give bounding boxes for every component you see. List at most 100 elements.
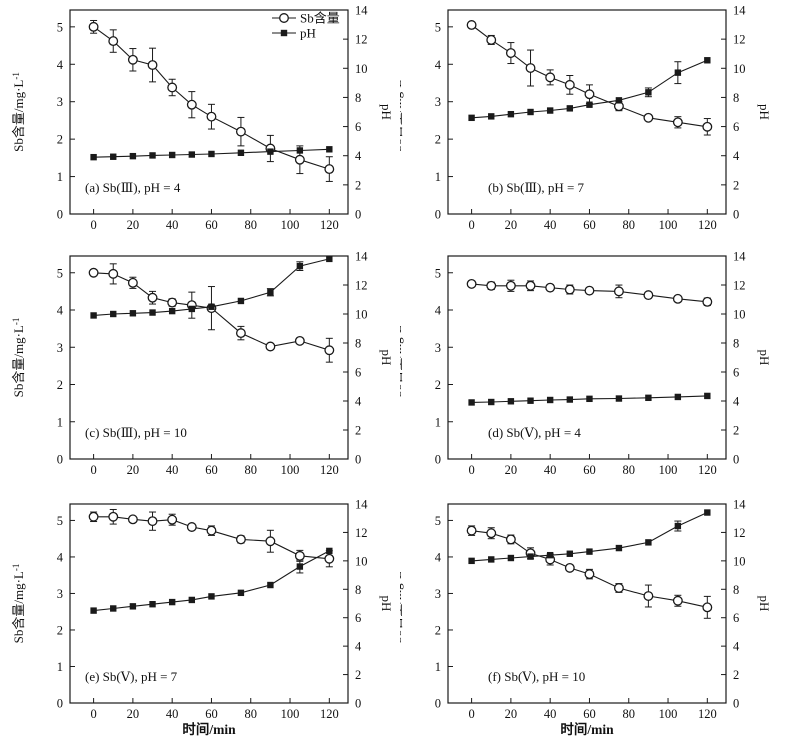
open-circle-marker bbox=[108, 511, 119, 522]
filled-square-marker bbox=[488, 113, 495, 120]
y-right-axis-title: pH bbox=[757, 596, 772, 612]
y-right-tick-label: 10 bbox=[733, 308, 746, 322]
x-tick-label: 80 bbox=[622, 463, 635, 477]
open-circle-marker bbox=[486, 528, 497, 539]
y-right-tick-label: 2 bbox=[355, 178, 361, 192]
y-right-tick-label: 12 bbox=[355, 279, 368, 293]
y-right-tick-label: 10 bbox=[733, 62, 746, 76]
filled-square-marker bbox=[645, 394, 652, 402]
open-circle-marker bbox=[167, 82, 178, 93]
y-right-tick-label: 4 bbox=[355, 395, 362, 409]
panel-c: 0 20 40 60 80 100 120 0 1 2 3 4 5 0 2 4 6 8 10 12 14 Sb含量/mg·… bbox=[0, 248, 400, 496]
x-tick-label: 20 bbox=[127, 707, 140, 721]
y-left-tick-label: 1 bbox=[57, 415, 63, 429]
y-left-tick-label: 1 bbox=[435, 660, 441, 674]
x-tick-label: 20 bbox=[505, 707, 518, 721]
filled-square-marker bbox=[208, 593, 215, 600]
filled-square-marker bbox=[188, 596, 196, 604]
open-circle-marker bbox=[147, 60, 158, 70]
open-circle-marker bbox=[294, 335, 305, 346]
open-circle-marker bbox=[265, 536, 276, 547]
plot-area-c: 0 20 40 60 80 100 12001234502468101214Sb含量/mg·… bbox=[11, 250, 394, 478]
filled-square-marker bbox=[188, 305, 196, 313]
filled-square-marker bbox=[488, 556, 495, 563]
panel-b: 0 20 40 60 80 100 120 0 1 2 3 4 5 0 2 4 6 8 10 12 14 Sb含量/mg·… bbox=[400, 0, 800, 248]
filled-square-marker bbox=[566, 105, 574, 112]
y-left-tick-label: 0 bbox=[435, 208, 441, 222]
plot-area-a: 0 20 40 60 80 100 12001234502468101214Sb含量/mg·… bbox=[11, 4, 394, 233]
y-left-tick-label: 2 bbox=[57, 623, 63, 637]
chart-d-sb5-ph4: 0 20 40 60 80 100 12001234502468101214Sb含量/mg·… bbox=[400, 250, 772, 478]
chart-c-sb3-ph10: 0 20 40 60 80 100 12001234502468101214Sb含量/mg·… bbox=[11, 250, 394, 478]
x-tick-label: 40 bbox=[544, 218, 557, 232]
panel-caption: (b) Sb(Ⅲ), pH = 7 bbox=[488, 180, 585, 195]
y-left-tick-label: 1 bbox=[435, 415, 441, 429]
series-sb bbox=[466, 20, 713, 136]
x-tick-label: 60 bbox=[583, 463, 596, 477]
y-left-tick-label: 4 bbox=[435, 550, 442, 564]
x-axis-title: 时间/min bbox=[560, 721, 614, 737]
open-circle-marker bbox=[127, 514, 138, 525]
x-tick-label: 40 bbox=[166, 218, 179, 232]
y-right-tick-label: 4 bbox=[355, 149, 362, 163]
x-tick-label: 0 bbox=[90, 218, 96, 232]
filled-square-marker bbox=[468, 114, 475, 122]
filled-square-marker bbox=[326, 255, 333, 263]
open-circle-marker bbox=[324, 164, 335, 175]
panel-a: 0 20 40 60 80 100 120 0 1 2 3 4 5 0 2 4 6 8 10 12 14 Sb含量/mg·… bbox=[0, 0, 400, 248]
y-right-tick-label: 12 bbox=[355, 33, 368, 47]
filled-square-marker bbox=[645, 89, 652, 96]
y-left-axis-title: Sb含量/mg·L-1 bbox=[400, 564, 404, 644]
open-circle-marker bbox=[206, 525, 217, 536]
filled-square-marker bbox=[488, 398, 495, 406]
series-ph bbox=[468, 392, 711, 406]
x-tick-label: 100 bbox=[281, 463, 300, 477]
plot-area-e: 0 20 40 60 80 100 12001234502468101214Sb含量/mg·… bbox=[11, 498, 394, 738]
filled-square-marker bbox=[546, 107, 554, 114]
y-left-tick-label: 3 bbox=[435, 95, 441, 109]
x-tick-label: 120 bbox=[698, 707, 717, 721]
open-circle-marker bbox=[486, 34, 497, 45]
filled-square-marker bbox=[566, 396, 574, 403]
filled-square-marker bbox=[296, 563, 304, 570]
open-circle-marker bbox=[505, 48, 516, 58]
y-left-tick-label: 4 bbox=[57, 550, 64, 564]
y-right-tick-label: 14 bbox=[355, 4, 368, 18]
y-right-tick-label: 8 bbox=[733, 337, 739, 351]
y-right-tick-label: 10 bbox=[355, 554, 368, 568]
open-circle-marker bbox=[584, 89, 595, 100]
panel-f: 0 20 40 60 80 100 120 0 1 2 3 4 5 0 2 4 6 8 10 12 14 Sb含量/mg·… bbox=[400, 496, 800, 744]
x-tick-label: 120 bbox=[698, 218, 717, 232]
panel-d: 0 20 40 60 80 100 120 0 1 2 3 4 5 0 2 4 6 8 10 12 14 Sb含量/mg·… bbox=[400, 248, 800, 496]
x-tick-label: 0 bbox=[468, 463, 474, 477]
y-right-tick-label: 4 bbox=[355, 640, 362, 654]
filled-square-marker bbox=[546, 551, 554, 559]
filled-square-marker bbox=[615, 97, 623, 104]
y-left-tick-label: 5 bbox=[435, 266, 441, 280]
y-left-tick-label: 0 bbox=[57, 697, 63, 711]
y-right-tick-label: 6 bbox=[355, 120, 361, 134]
y-left-tick-label: 1 bbox=[435, 170, 441, 184]
x-tick-label: 120 bbox=[320, 218, 339, 232]
y-left-tick-label: 4 bbox=[435, 304, 442, 318]
series-ph bbox=[468, 57, 711, 122]
x-axis-title: 时间/min bbox=[182, 721, 236, 737]
series-sb bbox=[466, 278, 713, 307]
x-tick-label: 80 bbox=[622, 707, 635, 721]
filled-square-marker bbox=[110, 605, 117, 612]
y-right-tick-label: 12 bbox=[733, 33, 746, 47]
x-tick-label: 20 bbox=[127, 463, 140, 477]
x-tick-label: 60 bbox=[583, 707, 596, 721]
axes-frame bbox=[69, 255, 349, 460]
open-circle-marker bbox=[235, 126, 246, 137]
filled-square-marker bbox=[237, 589, 245, 597]
open-circle-marker bbox=[206, 111, 217, 122]
series-ph bbox=[90, 547, 333, 614]
x-tick-label: 20 bbox=[505, 218, 518, 232]
filled-square-marker bbox=[704, 392, 711, 400]
y-right-tick-label: 6 bbox=[733, 611, 739, 625]
open-circle-marker bbox=[702, 121, 713, 132]
y-right-tick-label: 8 bbox=[355, 583, 361, 597]
open-circle-marker bbox=[235, 328, 246, 339]
x-tick-label: 40 bbox=[544, 463, 557, 477]
